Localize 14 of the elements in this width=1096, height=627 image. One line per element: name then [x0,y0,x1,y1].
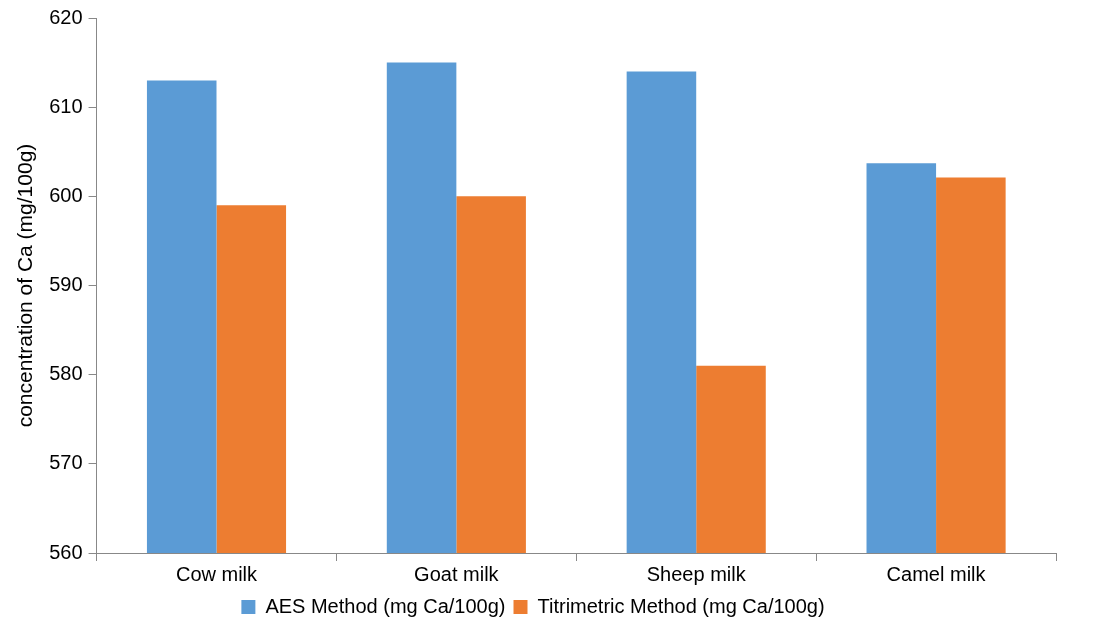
y-tick-label: 560 [49,540,83,563]
y-tick-label: 570 [49,451,83,474]
y-tick-label: 580 [49,362,83,385]
y-tick-label: 600 [49,183,83,206]
y-tick-label: 590 [49,273,83,296]
y-axis-title: concentration of Ca (mg/100g) [13,143,37,428]
y-tick-label: 610 [49,94,83,117]
x-tick-label: Goat milk [414,562,500,585]
y-tick-label: 620 [49,5,83,28]
legend-label: Titrimetric Method (mg Ca/100g) [537,594,825,617]
x-tick-label: Camel milk [886,562,987,585]
x-tick-label: Sheep milk [646,562,747,585]
x-tick-label: Cow milk [175,562,259,585]
legend-label: AES Method (mg Ca/100g) [265,594,506,617]
